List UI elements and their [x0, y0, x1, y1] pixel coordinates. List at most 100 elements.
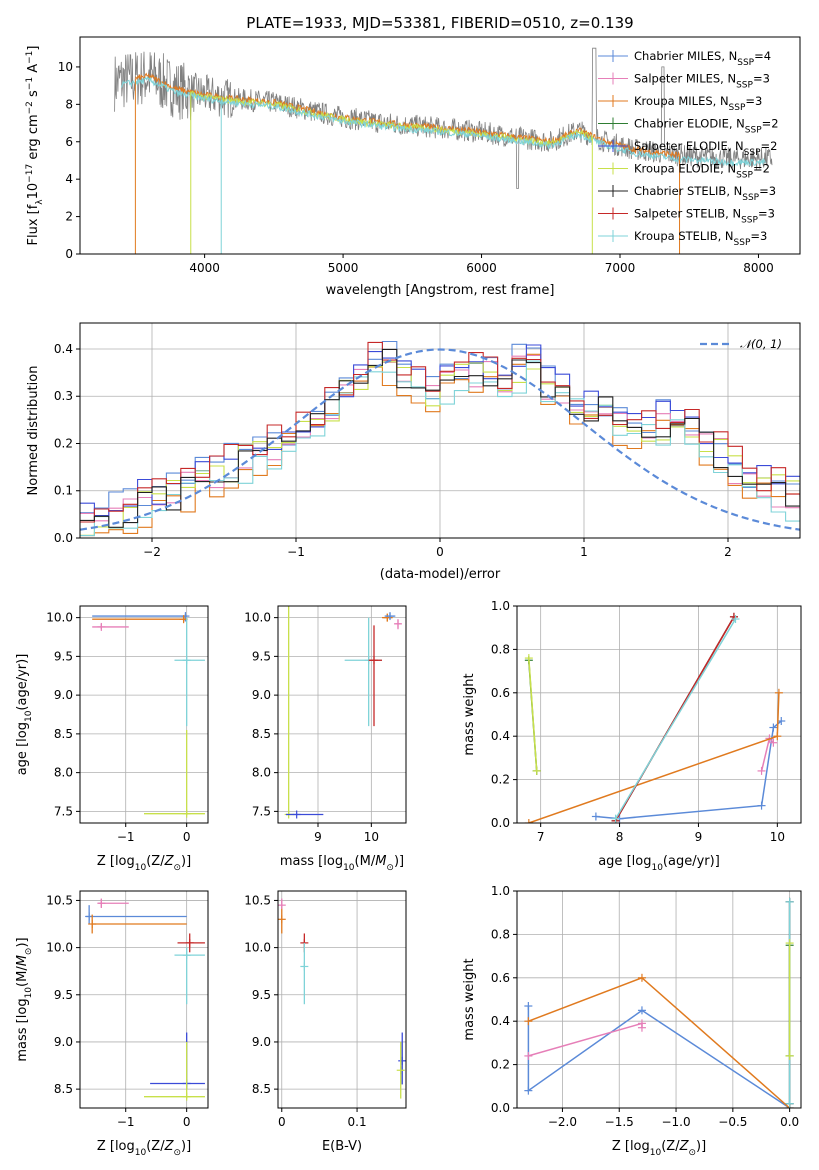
x-tick-label: 8 — [616, 830, 624, 844]
axes-frame — [516, 890, 802, 1109]
legend-entry: 𝒩(0, 1) — [740, 337, 782, 351]
plot-area — [85, 898, 205, 1101]
y-tick-label: 0.6 — [491, 971, 510, 985]
y-tick-label: 9.0 — [54, 688, 73, 702]
x-tick-label: 6000 — [466, 261, 497, 275]
legend: Chabrier MILES, NSSP=4 Salpeter MILES, NS… — [598, 49, 779, 248]
x-tick-label: 2 — [724, 545, 732, 559]
axes-frame — [277, 605, 407, 824]
y-tick-label: 0.1 — [54, 484, 73, 498]
y-tick-label: 10.5 — [46, 893, 73, 907]
legend-entry: Chabrier MILES, NSSP=4 — [634, 49, 771, 68]
gaussian-curve — [80, 348, 800, 531]
y-tick-label: 0.8 — [491, 642, 510, 656]
x-tick-label: 0.0 — [780, 1115, 799, 1129]
x-axis-label: Z [log10(Z/Z⊙)] — [97, 854, 191, 873]
x-axis-label: age [log10(age/yr)] — [598, 854, 720, 873]
y-tick-label: 8.0 — [54, 766, 73, 780]
figure-title: PLATE=1933, MJD=53381, FIBERID=0510, z=0… — [246, 14, 633, 32]
plot-area — [278, 898, 406, 1099]
panel-age-vs-mass: 9 10 7.5 8.0 8.5 9.0 9.5 10.0 mass [log10(M/M⊙)] — [244, 605, 407, 873]
plot-area — [80, 340, 800, 537]
y-tick-label: 10.5 — [244, 893, 271, 907]
plot-area — [524, 897, 794, 1108]
axes-frame — [516, 605, 802, 824]
x-axis-label: mass [log10(M/M⊙)] — [280, 854, 404, 873]
series-line — [527, 1006, 791, 1108]
y-axis-label: mass weight — [462, 958, 477, 1040]
x-axis-label: Z [log10(Z/Z⊙)] — [612, 1139, 706, 1158]
histogram-step — [80, 341, 800, 523]
y-tick-label: 0.8 — [491, 927, 510, 941]
legend-entry: Salpeter MILES, NSSP=3 — [634, 72, 770, 91]
y-tick-label: 10 — [58, 60, 73, 74]
x-tick-label: 0 — [183, 830, 191, 844]
legend-entry: Chabrier STELIB, NSSP=3 — [634, 184, 776, 203]
series-line — [528, 658, 538, 771]
y-tick-label: 0.2 — [54, 436, 73, 450]
y-tick-label: 10.0 — [244, 941, 271, 955]
y-tick-label: 0.3 — [54, 389, 73, 403]
x-tick-label: 0 — [436, 545, 444, 559]
legend-entry: Salpeter ELODIE, NSSP=2 — [634, 139, 777, 158]
y-tick-label: 0.6 — [491, 686, 510, 700]
y-tick-label: 8.0 — [252, 766, 271, 780]
x-tick-label: −1.0 — [661, 1115, 690, 1129]
panel-age-vs-Z: −1 0 7.5 8.0 8.5 9.0 9.5 10.0 Z [log10(Z/Z⊙)] age… — [15, 605, 209, 873]
x-tick-label: 7000 — [605, 261, 636, 275]
y-tick-label: 8.5 — [54, 1082, 73, 1096]
y-tick-label: 7.5 — [252, 804, 271, 818]
x-tick-label: 0 — [183, 1115, 191, 1129]
series-line — [614, 618, 737, 820]
y-tick-label: 9.0 — [252, 688, 271, 702]
y-tick-label: 10.0 — [46, 941, 73, 955]
x-tick-label: 9 — [314, 830, 322, 844]
axes-frame — [79, 36, 801, 255]
panel-weight-vs-Z: −2.0 −1.5 −1.0 −0.5 0.0 0.0 0.2 0.4 0.6 0.8 1.0 Z [… — [462, 884, 802, 1158]
y-tick-label: 9.5 — [252, 988, 271, 1002]
x-tick-label: 1 — [580, 545, 588, 559]
plot-area — [92, 612, 205, 818]
legend: 𝒩(0, 1) — [700, 337, 782, 351]
x-tick-label: −2.0 — [548, 1115, 577, 1129]
data-spectrum — [114, 47, 773, 189]
panel-spectrum: 4000 5000 6000 7000 8000 0 2 4 6 8 10 wavelength [A… — [25, 36, 801, 298]
panel-mass-vs-ebv: 0 0.1 8.5 9.0 9.5 10.0 10.5 E(B-V) — [244, 890, 407, 1154]
x-tick-label: −1 — [117, 830, 135, 844]
x-tick-label: −0.5 — [718, 1115, 747, 1129]
y-axis-label: Normed distribution — [26, 366, 41, 496]
y-axis-label: Flux [fλ10−17 erg cm−2 s−1 A−1] — [25, 46, 45, 246]
legend-entry: Salpeter STELIB, NSSP=3 — [634, 207, 775, 226]
y-axis-label: age [log10(age/yr)] — [15, 654, 34, 776]
y-tick-label: 0.2 — [491, 1058, 510, 1072]
plot-area — [284, 606, 402, 819]
axes-frame — [277, 890, 407, 1109]
histogram-step — [80, 348, 800, 528]
y-tick-label: 7.5 — [54, 804, 73, 818]
y-tick-label: 0.4 — [491, 1014, 510, 1028]
y-tick-label: 8.5 — [252, 1082, 271, 1096]
model-line — [121, 76, 766, 167]
y-tick-label: 6 — [65, 135, 73, 149]
y-tick-label: 10.0 — [244, 611, 271, 625]
y-tick-label: 0.2 — [491, 773, 510, 787]
y-tick-label: 8.5 — [54, 727, 73, 741]
y-tick-label: 0.4 — [491, 729, 510, 743]
y-tick-label: 9.5 — [252, 649, 271, 663]
axes-frame — [79, 605, 209, 824]
plot-area — [524, 612, 786, 823]
x-tick-label: 4000 — [189, 261, 220, 275]
y-tick-label: 2 — [65, 210, 73, 224]
legend-entry: Kroupa STELIB, NSSP=3 — [634, 229, 767, 248]
axes-frame — [79, 890, 209, 1109]
y-tick-label: 0.0 — [54, 531, 73, 545]
y-tick-label: 9.0 — [252, 1035, 271, 1049]
x-tick-label: −1 — [117, 1115, 135, 1129]
y-tick-label: 0.4 — [54, 342, 73, 356]
x-tick-label: 7 — [537, 830, 545, 844]
x-tick-label: 10 — [364, 830, 379, 844]
y-axis-label: mass weight — [462, 673, 477, 755]
y-tick-label: 1.0 — [491, 884, 510, 898]
x-tick-label: 10 — [770, 830, 785, 844]
